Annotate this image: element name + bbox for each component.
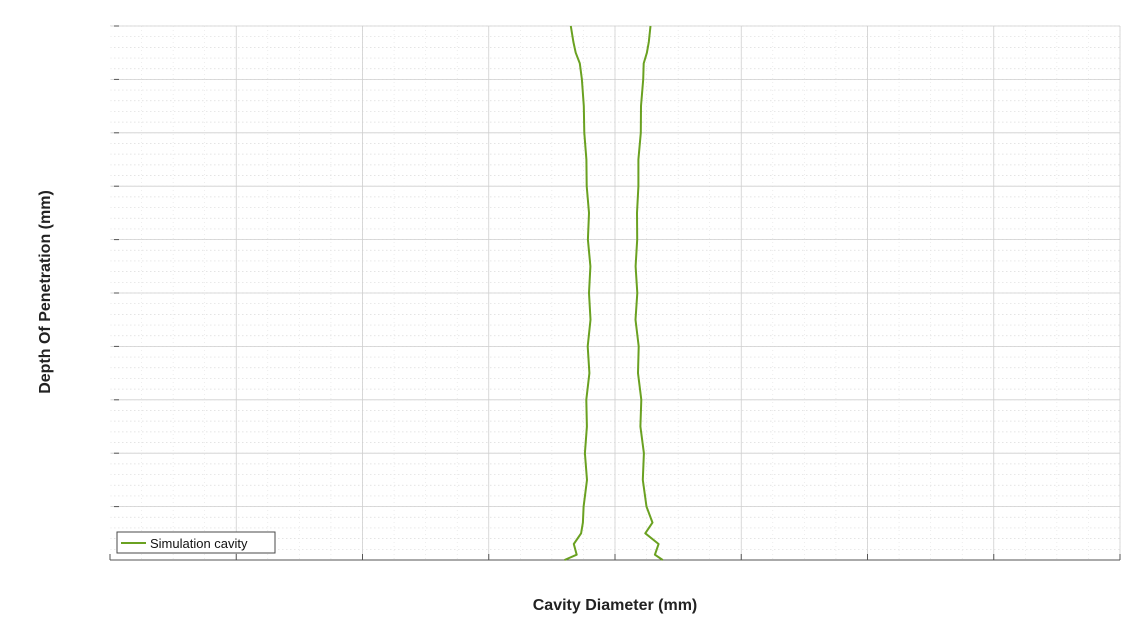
cavity-right-wall-line bbox=[634, 25, 664, 561]
legend-box bbox=[116, 531, 276, 554]
x-axis-title: Cavity Diameter (mm) bbox=[533, 597, 698, 614]
y-axis-title: Depth Of Penetration (mm) bbox=[37, 190, 54, 394]
axes bbox=[109, 25, 1121, 561]
cavity-left-wall-line bbox=[564, 25, 592, 561]
legend: Simulation cavity bbox=[116, 531, 276, 554]
legend-label: Simulation cavity bbox=[150, 536, 248, 551]
major-grid bbox=[109, 25, 1121, 561]
series-layer bbox=[564, 25, 664, 561]
